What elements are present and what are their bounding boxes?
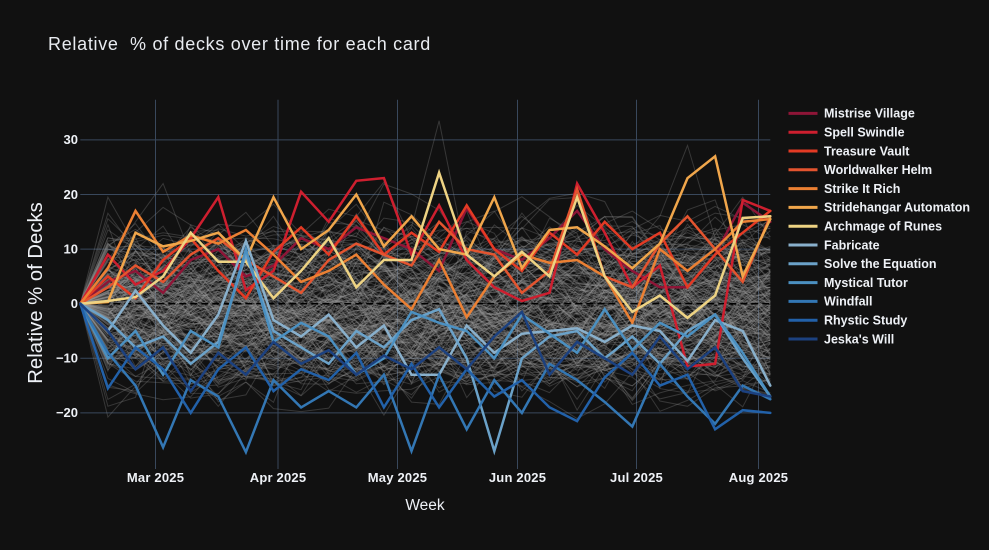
svg-text:Mistrise Village: Mistrise Village bbox=[824, 107, 915, 121]
svg-text:Strike It Rich: Strike It Rich bbox=[824, 182, 900, 196]
svg-text:Rhystic Study: Rhystic Study bbox=[824, 314, 907, 328]
svg-text:Jun 2025: Jun 2025 bbox=[489, 470, 546, 485]
svg-text:−20: −20 bbox=[56, 405, 78, 420]
svg-text:Mystical Tutor: Mystical Tutor bbox=[824, 276, 908, 290]
svg-text:Spell Swindle: Spell Swindle bbox=[824, 126, 905, 140]
svg-text:Archmage of Runes: Archmage of Runes bbox=[824, 220, 942, 234]
svg-text:May 2025: May 2025 bbox=[368, 470, 427, 485]
svg-text:−10: −10 bbox=[56, 351, 78, 366]
svg-text:Treasure Vault: Treasure Vault bbox=[824, 144, 910, 158]
svg-text:0: 0 bbox=[71, 296, 78, 311]
svg-text:Solve the Equation: Solve the Equation bbox=[824, 257, 937, 271]
svg-text:Aug 2025: Aug 2025 bbox=[729, 470, 788, 485]
svg-text:30: 30 bbox=[64, 132, 78, 147]
svg-text:Mar 2025: Mar 2025 bbox=[127, 470, 184, 485]
svg-text:Jul 2025: Jul 2025 bbox=[610, 470, 663, 485]
svg-text:Worldwalker Helm: Worldwalker Helm bbox=[824, 163, 932, 177]
svg-text:Week: Week bbox=[405, 497, 445, 514]
svg-text:Relative % of Decks: Relative % of Decks bbox=[25, 202, 47, 383]
svg-text:Jeska's Will: Jeska's Will bbox=[824, 332, 894, 346]
svg-text:Fabricate: Fabricate bbox=[824, 238, 880, 252]
svg-text:Apr 2025: Apr 2025 bbox=[250, 470, 307, 485]
svg-text:20: 20 bbox=[64, 187, 78, 202]
svg-text:Stridehangar Automaton: Stridehangar Automaton bbox=[824, 201, 970, 215]
svg-text:10: 10 bbox=[64, 241, 78, 256]
svg-text:Windfall: Windfall bbox=[824, 295, 873, 309]
svg-text:Relative % of decks over time: Relative % of decks over time for each c… bbox=[48, 34, 431, 54]
